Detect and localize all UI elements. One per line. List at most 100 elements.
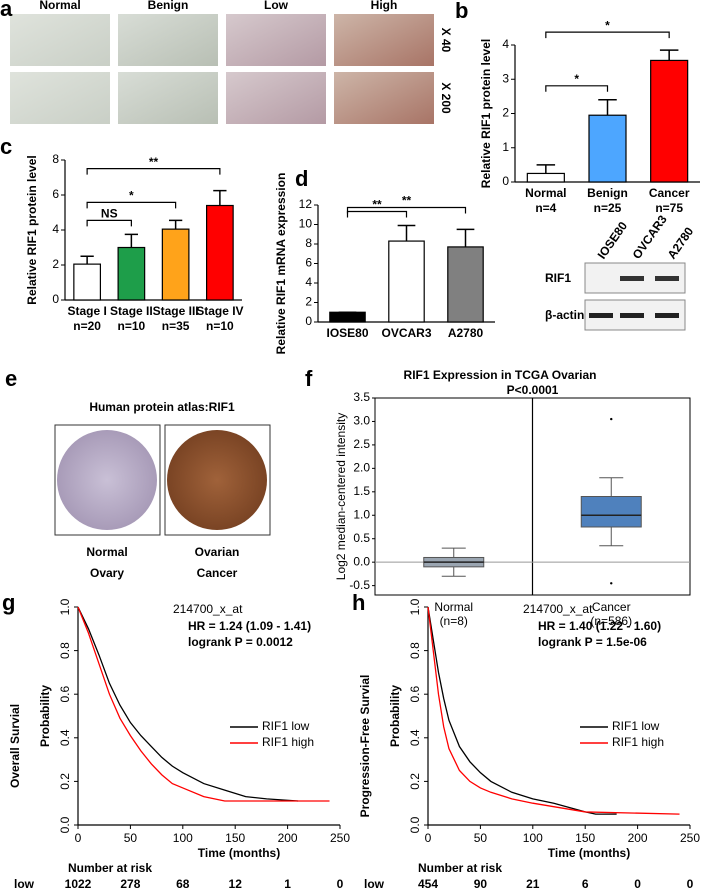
x-tick-sublabel: n=75 <box>655 201 683 215</box>
significance-bracket <box>545 31 670 39</box>
risk-count: 21 <box>526 877 540 891</box>
annotation: HR = 1.40 (1.22 - 1.60) <box>538 619 661 633</box>
significance-bracket <box>545 85 609 92</box>
significance-label: * <box>574 72 579 86</box>
significance-label: ** <box>372 198 382 212</box>
image-label: Cancer <box>197 566 238 580</box>
bar <box>447 246 484 323</box>
image <box>10 72 110 124</box>
x-tick-label: 50 <box>124 831 138 845</box>
y-tick-label: 0 <box>502 174 509 188</box>
bar <box>161 228 190 301</box>
y-tick-label: 8 <box>52 152 59 166</box>
band <box>589 313 613 318</box>
x-axis-label: Time (months) <box>198 846 280 860</box>
y-tick-label: 0.2 <box>58 773 72 790</box>
survival-curve <box>77 606 299 802</box>
x-tick-sublabel: n=10 <box>206 319 234 333</box>
box <box>580 496 642 528</box>
x-tick-label: 200 <box>628 831 648 845</box>
survival-curve <box>427 606 680 815</box>
panel-letter: h <box>352 590 365 615</box>
y-tick-label: 0.0 <box>353 554 370 568</box>
y-tick-label: 1.0 <box>408 598 422 615</box>
x-tick-label: 150 <box>575 831 595 845</box>
risk-group: low <box>364 877 385 891</box>
outlier <box>610 417 613 421</box>
y-axis-label: Probability <box>38 685 52 747</box>
panel-letter: a <box>0 0 13 21</box>
western-blot <box>584 262 686 331</box>
significance-label: * <box>129 189 134 203</box>
y-tick-label: 8 <box>305 236 312 250</box>
image-label: Ovary <box>90 566 124 580</box>
x-tick-label: Stage II <box>110 304 153 318</box>
protein-label: RIF1 <box>545 271 571 285</box>
risk-count: 90 <box>474 877 488 891</box>
y-tick-label: 0.6 <box>408 686 422 703</box>
x-tick-label: 0 <box>425 831 432 845</box>
y-tick-label: -0.5 <box>349 578 370 592</box>
lane-label: A2780 <box>665 224 697 261</box>
y-tick-label: 3 <box>502 71 509 85</box>
risk-table-title: Number at risk <box>418 861 502 875</box>
y-tick-label: 0.6 <box>58 686 72 703</box>
survival-curve <box>77 606 330 802</box>
image-label: Ovarian <box>195 545 240 559</box>
lane-label: IOSE80 <box>595 219 631 262</box>
y-tick-label: 0.8 <box>58 642 72 659</box>
x-tick-label: Cancer <box>592 600 631 614</box>
micrographs <box>10 14 434 124</box>
image <box>226 72 326 124</box>
y-tick-label: 0 <box>52 292 59 306</box>
x-tick-sublabel: n=25 <box>594 201 622 215</box>
bar <box>329 311 366 323</box>
significance-label: NS <box>101 207 118 221</box>
y-axis-label: Relative RIF1 protein level <box>25 155 39 304</box>
y-axis-label: Probability <box>388 685 402 747</box>
chart-title: RIF1 Expression in TCGA Ovarian <box>404 368 597 382</box>
survival-curve <box>427 606 617 815</box>
row-label: X 200 <box>439 82 453 114</box>
x-tick-label: 250 <box>330 831 350 845</box>
y-tick-label: 0 <box>305 314 312 328</box>
x-tick-sublabel: n=4 <box>535 201 556 215</box>
image <box>118 72 218 124</box>
panel-letter: c <box>0 134 12 159</box>
y-tick-label: 0.2 <box>408 773 422 790</box>
y-tick-label: 12 <box>299 197 313 211</box>
risk-count: 0 <box>687 877 694 891</box>
x-tick-label: Stage IV <box>196 304 243 318</box>
panel-title: Human protein atlas:RIF1 <box>89 400 235 414</box>
y-tick-label: 4 <box>305 275 312 289</box>
significance-bracket <box>86 219 132 227</box>
protein-label: β-actin <box>545 308 584 322</box>
x-tick-label: A2780 <box>448 326 484 340</box>
panel-letter: d <box>295 166 308 191</box>
side-label: Progression-Free Survial <box>358 675 372 818</box>
significance-label: ** <box>149 155 159 169</box>
y-tick-label: 0.5 <box>353 531 370 545</box>
y-tick-label: 6 <box>52 187 59 201</box>
y-tick-label: 10 <box>299 217 313 231</box>
y-tick-label: 1.0 <box>58 598 72 615</box>
y-tick-label: 0.4 <box>408 729 422 746</box>
risk-count: 1022 <box>65 877 92 891</box>
probe-label: 214700_x_at <box>173 602 243 616</box>
x-tick-label: 50 <box>474 831 488 845</box>
x-tick-label: 100 <box>523 831 543 845</box>
y-tick-label: 0.0 <box>408 816 422 833</box>
y-tick-label: 2.5 <box>353 437 370 451</box>
y-tick-label: 6 <box>305 256 312 270</box>
bar <box>588 114 627 183</box>
annotation: HR = 1.24 (1.09 - 1.41) <box>188 619 311 633</box>
x-tick-label: Cancer <box>649 186 690 200</box>
column-label: Benign <box>148 0 189 12</box>
column-label: Normal <box>39 0 80 12</box>
bar <box>73 263 101 301</box>
x-tick-label: Stage I <box>67 304 106 318</box>
legend-label: RIF1 high <box>262 735 314 749</box>
significance-bracket <box>346 210 408 218</box>
y-tick-label: 2 <box>305 295 312 309</box>
